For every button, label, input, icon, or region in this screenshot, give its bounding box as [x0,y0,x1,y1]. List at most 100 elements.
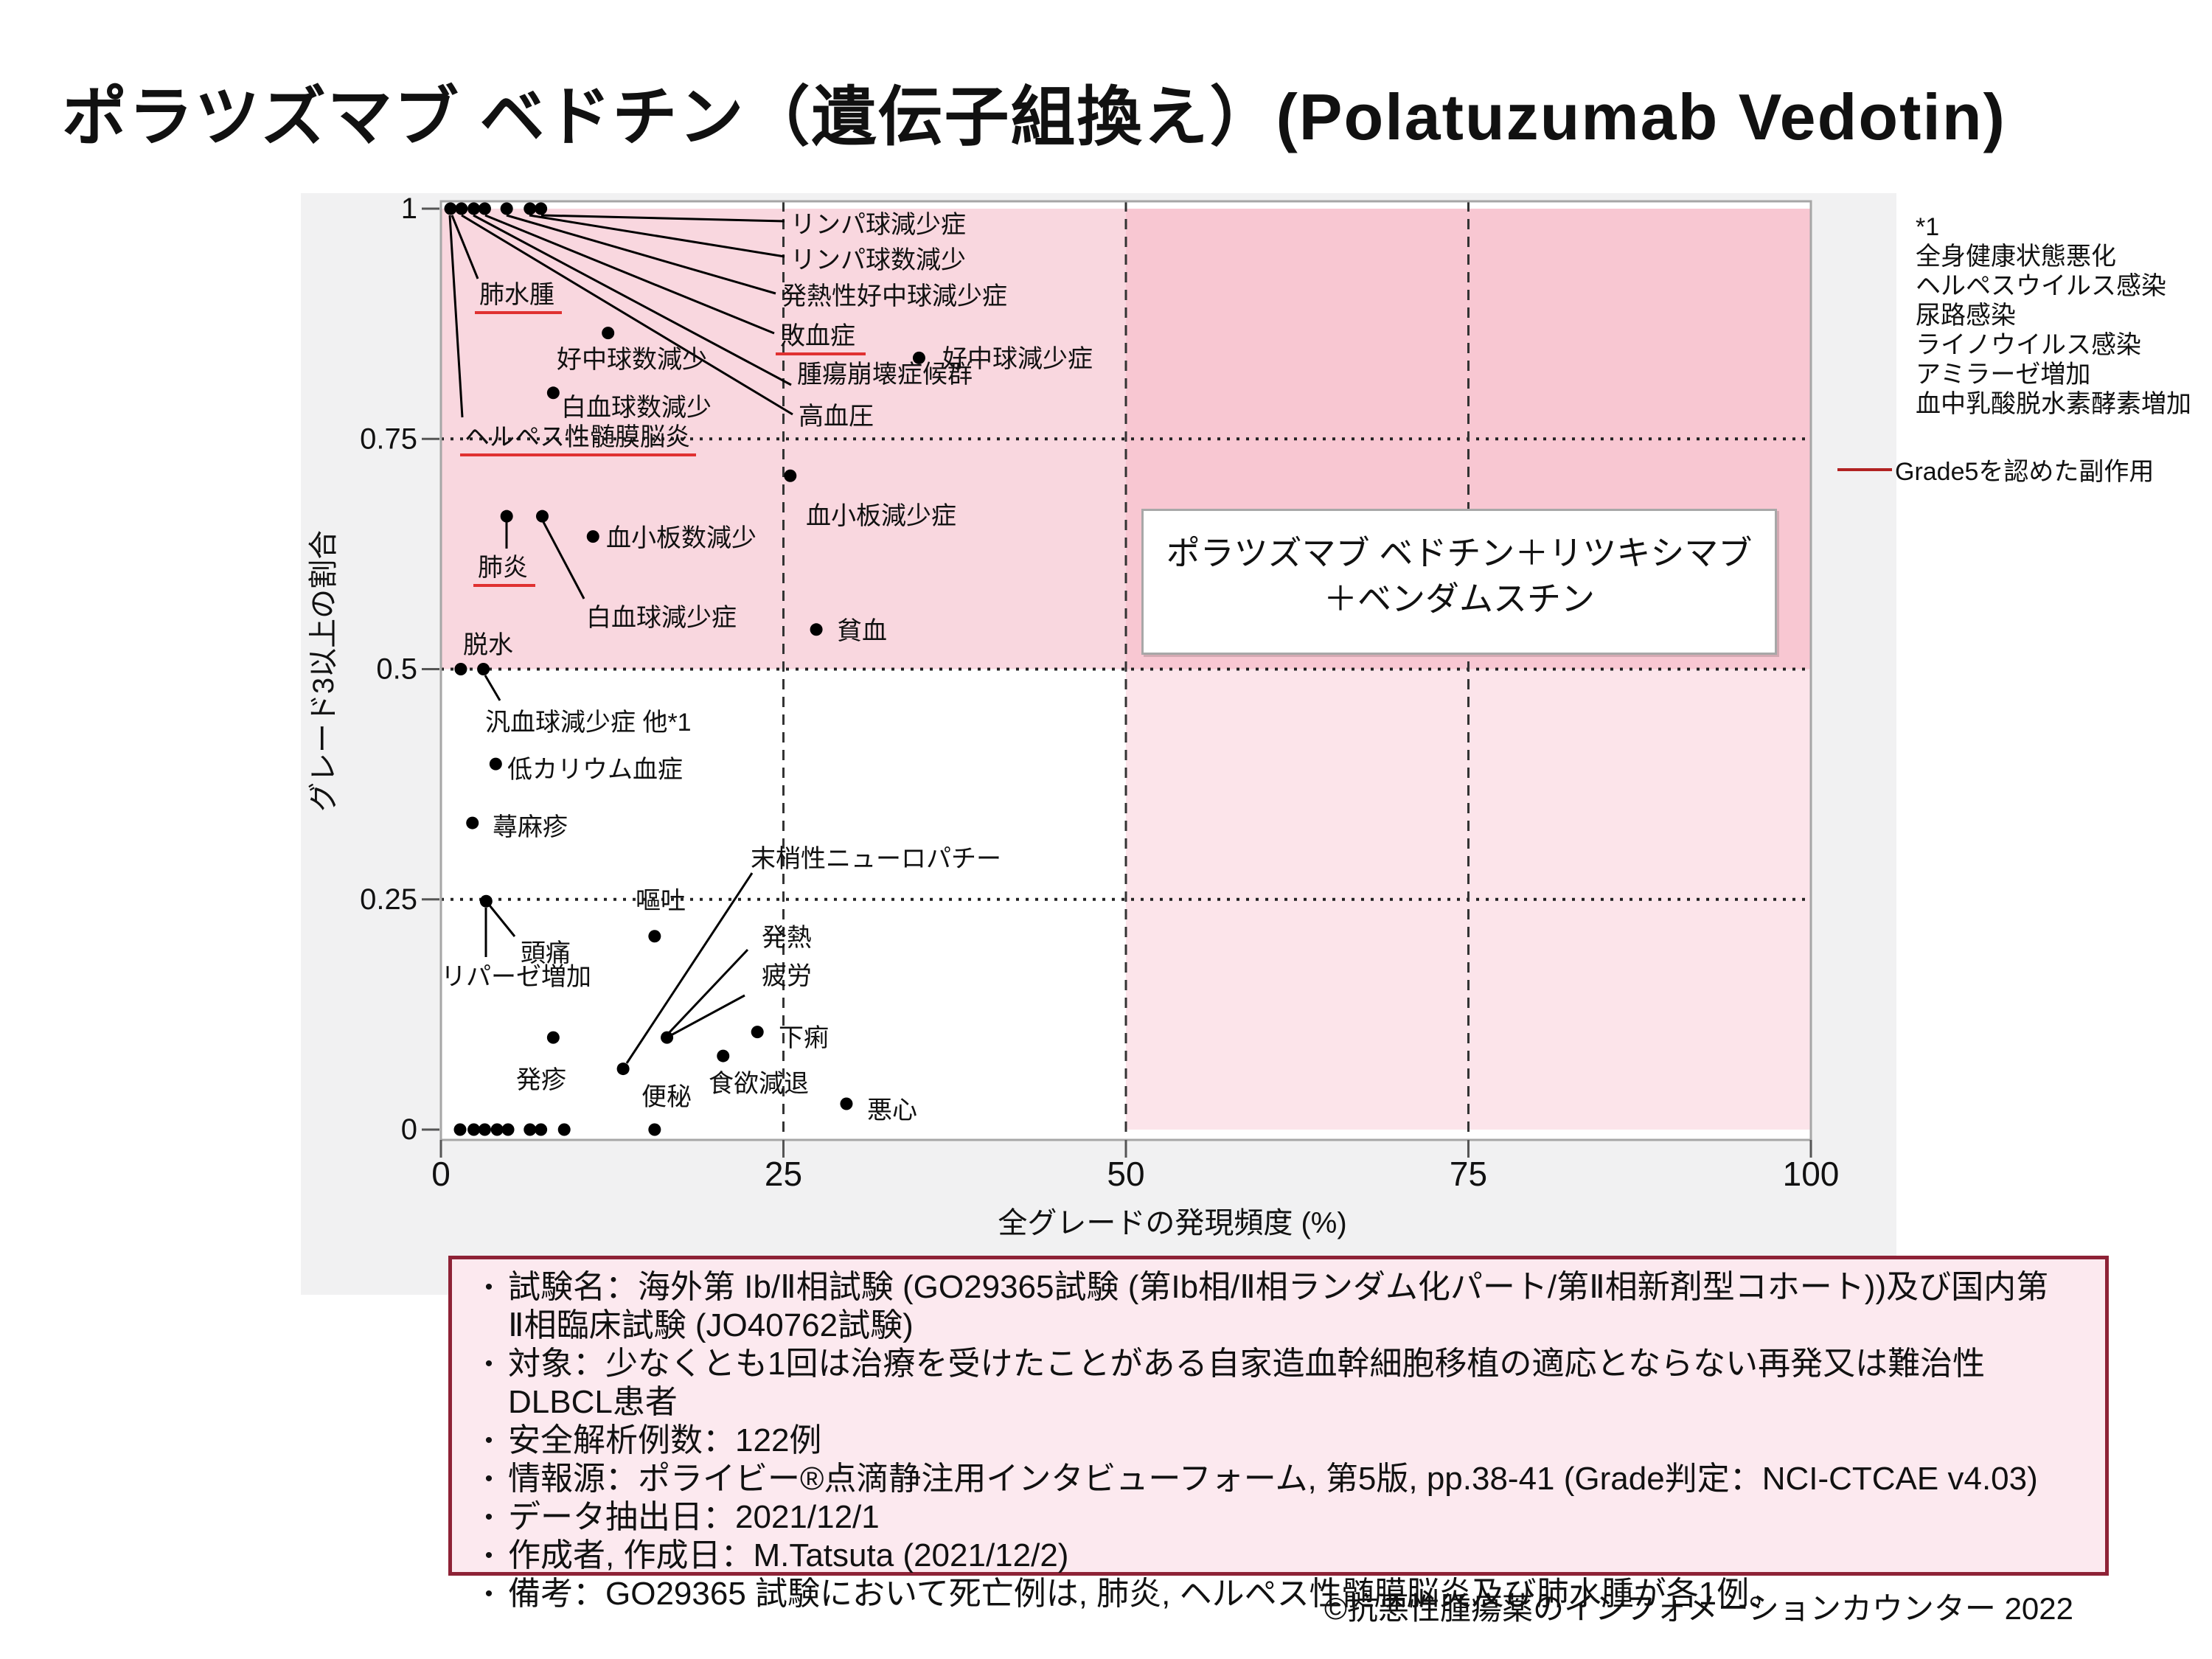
study-info-item: • 備考：GO29365 試験において死亡例は, 肺炎, ヘルペス性髄膜脳炎及び肺… [470,1575,2079,1613]
point-label: 腫瘍崩壊症候群 [797,361,973,389]
x-axis-title: 全グレードの発現頻度 (%) [998,1207,1346,1239]
data-point [500,509,513,523]
study-info-item: • 対象：少なくとも1回は治療を受けたことがある自家造血幹細胞移植の適応とならない… [470,1345,2079,1422]
point-label: 嘔吐 [636,887,686,915]
point-label: 白血球減少症 [586,604,737,632]
point-label: 頭痛 [521,939,571,967]
y-tick-label: 0.25 [360,883,417,916]
footnote-1-item: ヘルペスウイルス感染 [1916,272,2166,300]
data-point-unlabeled [535,1123,548,1136]
data-point [479,894,493,908]
point-label: 便秘 [641,1083,692,1111]
point-label: リンパ球減少症 [790,211,966,239]
page-title: ポラツズマブ ベドチン（遺伝子組換え）(Polatuzumab Vedotin) [62,80,2006,153]
study-info-item: • 安全解析例数：122例 [470,1422,2079,1460]
leader-line [529,214,785,258]
point-label: 貧血 [837,617,887,645]
point-label: 脱水 [463,631,513,659]
x-tick-label: 75 [1450,1155,1487,1193]
grade5-legend: Grade5を認めた副作用 [1837,451,2154,487]
point-label: 蕁麻疹 [493,813,568,841]
study-info-box: • 試験名：海外第 Ib/Ⅱ相試験 (GO29365試験 (第Ib相/Ⅱ相ランダム… [448,1256,2109,1612]
data-point-unlabeled [478,1123,491,1136]
data-point [784,469,797,482]
y-tick-label: 0.5 [376,653,417,686]
x-tick-label: 100 [1783,1155,1840,1193]
data-point [661,1031,674,1044]
data-point [478,202,491,215]
data-point-unlabeled [557,1123,571,1136]
leader-line [461,214,793,416]
data-point [717,1049,730,1062]
data-point [466,816,479,830]
data-point [648,930,661,943]
footnote-1-item: アミラーゼ増加 [1916,361,2091,389]
data-point [444,202,457,215]
data-point-unlabeled [524,1123,537,1136]
point-label: 肺炎 [478,554,528,582]
bullet-icon: • [484,1352,493,1376]
data-point [616,1062,630,1076]
point-label: 下痢 [779,1024,829,1052]
footnote-1-item: 血中乳酸脱水素酵素増加 [1916,390,2191,418]
leader-line [451,215,479,279]
leader-line [488,905,516,937]
data-point-unlabeled [453,1123,467,1136]
data-point [535,202,548,215]
y-tick-label: 0 [401,1113,417,1146]
point-label: 血小板減少症 [806,502,956,530]
leader-line [670,994,745,1037]
data-point [454,663,467,675]
footnote-1-list: *1 全身健康状態悪化 ヘルペスウイルス感染 尿路感染 ライノウイルス感染 アミラーゼ増… [1916,212,2191,419]
data-point [586,530,599,543]
data-point [602,327,615,340]
data-point [489,757,502,771]
study-info-text: 試験名：海外第 Ib/Ⅱ相試験 (GO29365試験 (第Ib相/Ⅱ相ランダム化… [508,1269,2049,1343]
footnote-1-item: ライノウイルス感染 [1916,331,2141,359]
study-info-text: 対象：少なくとも1回は治療を受けたことがある自家造血幹細胞移植の適応とならない再… [508,1346,1986,1420]
y-tick-label: 0.75 [360,422,417,455]
regimen-line1: ポラツズマブ ベドチン＋リツキシマブ [1166,534,1753,572]
footnote-1-items: 全身健康状態悪化 ヘルペスウイルス感染 尿路感染 ライノウイルス感染 アミラーゼ増加 血中… [1916,242,2191,419]
data-point-unlabeled [490,1123,504,1136]
study-info-text: データ抽出日：2021/12/1 [508,1499,880,1535]
data-point [751,1026,764,1039]
data-point-unlabeled [501,1123,515,1136]
x-tick-label: 50 [1107,1155,1144,1193]
leader-line [473,214,792,386]
data-point-unlabeled [467,1123,481,1136]
data-point [912,351,925,364]
data-point [455,202,468,215]
data-point [500,202,513,215]
bullet-icon: • [484,1505,493,1529]
study-info-text: 作成者, 作成日：M.Tatsuta (2021/12/2) [508,1537,1069,1573]
point-label: 好中球数減少 [557,346,707,374]
data-point [648,1123,661,1136]
grade5-legend-label: Grade5を認めた副作用 [1895,458,2154,486]
point-label: ヘルペス性髄膜脳炎 [465,423,690,451]
point-label: 血小板数減少 [606,524,757,552]
bullet-icon: • [484,1467,493,1491]
footnote-1-item: 尿路感染 [1916,302,2016,330]
leader-line [542,521,585,599]
point-label: 末梢性ニューロパチー [751,845,1001,873]
data-point [810,623,823,636]
point-label: 疲労 [762,962,812,990]
study-info-item: • 情報源：ポライビー®点滴静注用インタビューフォーム, 第5版, pp.38-4… [470,1460,2079,1498]
bullet-icon: • [484,1543,493,1568]
leader-line [540,214,785,223]
study-info-list: • 試験名：海外第 Ib/Ⅱ相試験 (GO29365試験 (第Ib相/Ⅱ相ランダム… [470,1268,2079,1613]
leader-line [448,215,464,418]
point-label: 敗血症 [780,322,855,350]
regimen-line2: ＋ベンダムスチン [1324,580,1595,618]
point-label: 発熱 [762,924,812,952]
data-point [535,509,549,523]
point-label: 発熱性好中球減少症 [782,282,1007,310]
study-info-item: • データ抽出日：2021/12/1 [470,1498,2079,1537]
study-info-item: • 試験名：海外第 Ib/Ⅱ相試験 (GO29365試験 (第Ib相/Ⅱ相ランダム… [470,1268,2079,1345]
study-info-text: 安全解析例数：122例 [508,1422,822,1458]
point-label: 悪心 [867,1096,917,1124]
data-point [524,202,537,215]
study-info-item: • 作成者, 作成日：M.Tatsuta (2021/12/2) [470,1537,2079,1575]
point-label: リパーゼ増加 [441,963,591,991]
